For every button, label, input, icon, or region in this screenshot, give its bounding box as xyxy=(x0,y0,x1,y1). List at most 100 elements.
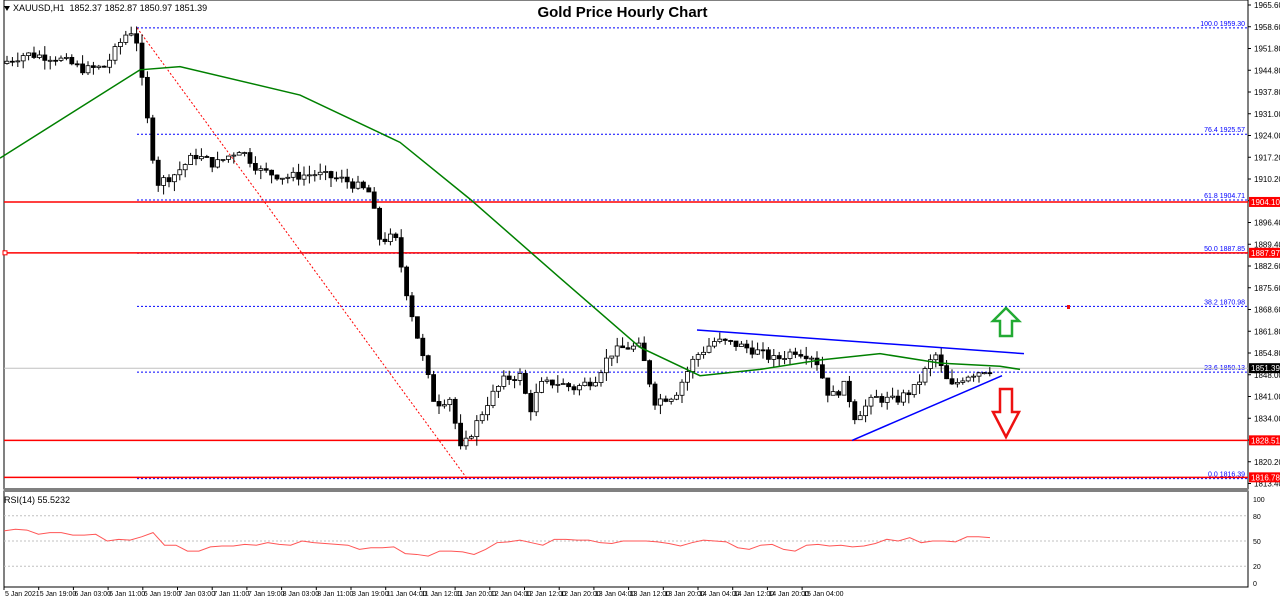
bear-candle xyxy=(733,340,739,347)
bull-candle xyxy=(582,381,588,387)
x-tick-label: 7 Jan 19:00 xyxy=(248,591,285,598)
bear-candle xyxy=(836,391,841,396)
bull-candle xyxy=(306,174,312,177)
bear-candle xyxy=(852,401,858,421)
bull-candle xyxy=(468,436,474,439)
bear-candle xyxy=(91,65,96,68)
bull-candle xyxy=(495,385,501,392)
y-tick-label: 1861.80 xyxy=(1254,327,1280,336)
bull-candle xyxy=(965,376,971,382)
bull-candle xyxy=(279,177,285,180)
bear-candle xyxy=(247,152,253,164)
rsi-axis-label: 0 xyxy=(1253,581,1257,588)
price-tag-bg xyxy=(1249,196,1280,207)
bull-candle xyxy=(555,383,561,386)
y-tick-label: 1937.80 xyxy=(1254,88,1280,97)
bull-candle xyxy=(20,55,26,62)
bull-candle xyxy=(809,357,814,360)
bull-candle xyxy=(258,168,264,171)
bear-candle xyxy=(625,347,631,350)
bear-candle xyxy=(793,351,798,355)
price-tag-bg xyxy=(1249,472,1280,483)
bull-candle xyxy=(447,398,453,406)
dropdown-triangle-icon[interactable] xyxy=(4,6,10,12)
bull-candle xyxy=(668,398,674,402)
bear-candle xyxy=(155,159,161,186)
bear-candle xyxy=(350,181,356,189)
bull-candle xyxy=(15,60,21,63)
bull-candle xyxy=(441,404,447,407)
bull-candle xyxy=(198,156,204,160)
ascending-support-trendline[interactable] xyxy=(851,375,1003,442)
bull-candle xyxy=(771,355,777,360)
bear-candle xyxy=(431,374,437,402)
bull-candle xyxy=(933,354,939,361)
price-tag-label: 1887.97 xyxy=(1251,249,1280,258)
bull-candle xyxy=(917,381,922,385)
bull-candle xyxy=(290,171,296,178)
bull-candle xyxy=(922,368,928,383)
bull-candle xyxy=(474,420,480,437)
x-tick-label: 13 Jan 04:00 xyxy=(595,591,636,598)
y-tick-label: 1848.00 xyxy=(1254,371,1280,380)
bull-candle xyxy=(901,392,906,403)
bull-candle xyxy=(739,343,744,347)
bear-candle xyxy=(728,340,733,342)
bear-candle xyxy=(987,372,993,375)
bear-candle xyxy=(9,60,15,63)
bear-candle xyxy=(144,76,150,119)
bull-candle xyxy=(690,358,696,372)
bull-candle xyxy=(577,385,582,391)
bull-candle xyxy=(782,358,787,360)
bull-candle xyxy=(490,390,496,406)
y-tick-label: 1820.20 xyxy=(1254,458,1280,467)
bear-candle xyxy=(458,422,464,447)
bear-candle xyxy=(938,354,944,367)
price-tag-bg xyxy=(1249,435,1280,446)
bear-candle xyxy=(749,347,755,355)
bear-candle xyxy=(328,171,334,179)
fib-diagonal-line[interactable] xyxy=(136,27,468,479)
bear-candle xyxy=(425,355,431,375)
x-tick-label: 8 Jan 03:00 xyxy=(283,591,320,598)
bear-candle xyxy=(506,375,512,380)
bull-candle xyxy=(236,152,242,156)
x-tick-label: 7 Jan 11:00 xyxy=(213,591,249,598)
bear-candle xyxy=(74,63,80,66)
bear-candle xyxy=(382,238,388,242)
bear-candle xyxy=(879,396,885,403)
y-tick-label: 1875.60 xyxy=(1254,284,1280,293)
line-handle-icon[interactable] xyxy=(2,250,8,256)
bear-candle xyxy=(404,266,410,297)
moving-average-line xyxy=(0,65,1021,377)
bull-candle xyxy=(501,375,507,387)
y-tick-label: 1910.20 xyxy=(1254,175,1280,184)
rsi-line xyxy=(3,528,991,557)
bull-candle xyxy=(220,159,226,161)
y-tick-label: 1951.80 xyxy=(1254,45,1280,54)
bear-candle xyxy=(587,381,593,387)
x-tick-label: 14 Jan 12:00 xyxy=(734,591,775,598)
rsi-axis-label: 100 xyxy=(1253,497,1265,504)
price-tag-bg xyxy=(1249,247,1280,258)
descending-resistance-trendline[interactable] xyxy=(696,329,1025,355)
down-arrow-icon xyxy=(990,387,1022,440)
y-tick-label: 1841.00 xyxy=(1254,393,1280,402)
price-tag-label: 1816.78 xyxy=(1251,473,1280,482)
bear-candle xyxy=(436,401,442,407)
bull-candle xyxy=(593,382,598,387)
x-tick-label: 12 Jan 12:00 xyxy=(526,591,567,598)
bull-candle xyxy=(225,155,231,160)
bear-candle xyxy=(269,169,275,176)
bear-candle xyxy=(571,386,577,391)
bull-candle xyxy=(215,159,221,168)
bull-candle xyxy=(517,373,523,381)
bear-candle xyxy=(53,59,58,62)
fib-level-label: 100.0 1959.30 xyxy=(1200,21,1245,28)
pane-splitter[interactable] xyxy=(4,488,1248,492)
fib-level-label: 76.4 1925.57 xyxy=(1204,127,1245,134)
bull-candle xyxy=(58,57,64,61)
bull-candle xyxy=(755,349,760,355)
